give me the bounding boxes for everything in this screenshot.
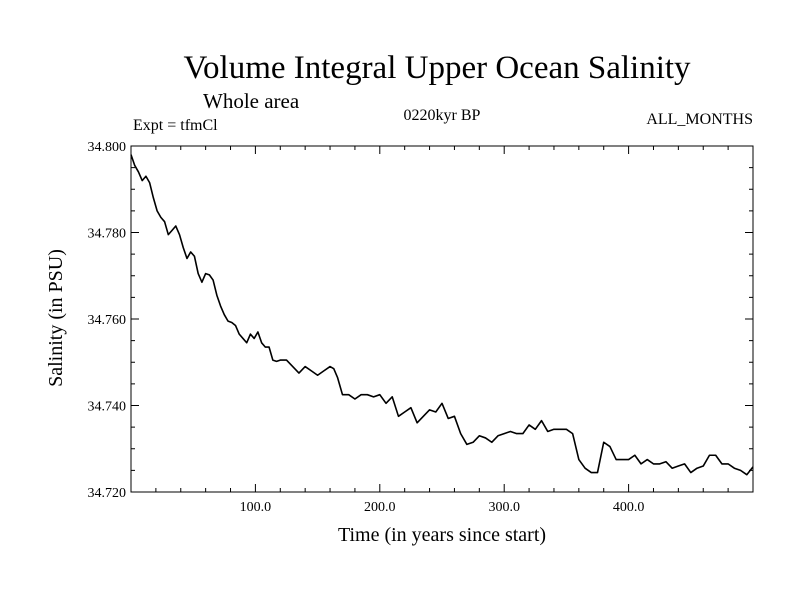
y-axis-ticks bbox=[131, 145, 753, 493]
x-tick-label: 300.0 bbox=[488, 500, 520, 515]
period-label: 0220kyr BP bbox=[404, 107, 481, 124]
plot-frame bbox=[130, 145, 754, 493]
chart-subtitle: Whole area bbox=[203, 89, 300, 113]
y-tick-label: 34.780 bbox=[88, 227, 127, 242]
x-axis-label: Time (in years since start) bbox=[338, 524, 546, 546]
chart-title: Volume Integral Upper Ocean Salinity bbox=[183, 50, 691, 86]
y-tick-label: 34.740 bbox=[88, 400, 127, 415]
y-tick-label: 34.760 bbox=[88, 313, 127, 328]
x-tick-label: 200.0 bbox=[364, 500, 396, 515]
salinity-series-line bbox=[130, 154, 754, 476]
y-axis-tick-labels: 34.720 34.740 34.760 34.780 34.800 bbox=[88, 140, 127, 501]
y-tick-label: 34.720 bbox=[88, 486, 127, 501]
y-axis-label: Salinity (in PSU) bbox=[45, 249, 67, 387]
x-tick-label: 100.0 bbox=[240, 500, 272, 515]
months-label: ALL_MONTHS bbox=[646, 111, 753, 128]
x-axis-tick-labels: 100.0 200.0 300.0 400.0 bbox=[240, 500, 645, 515]
y-tick-label: 34.800 bbox=[88, 140, 127, 155]
experiment-label: Expt = tfmCl bbox=[133, 117, 218, 134]
x-tick-label: 400.0 bbox=[613, 500, 645, 515]
x-axis-ticks bbox=[155, 146, 729, 492]
